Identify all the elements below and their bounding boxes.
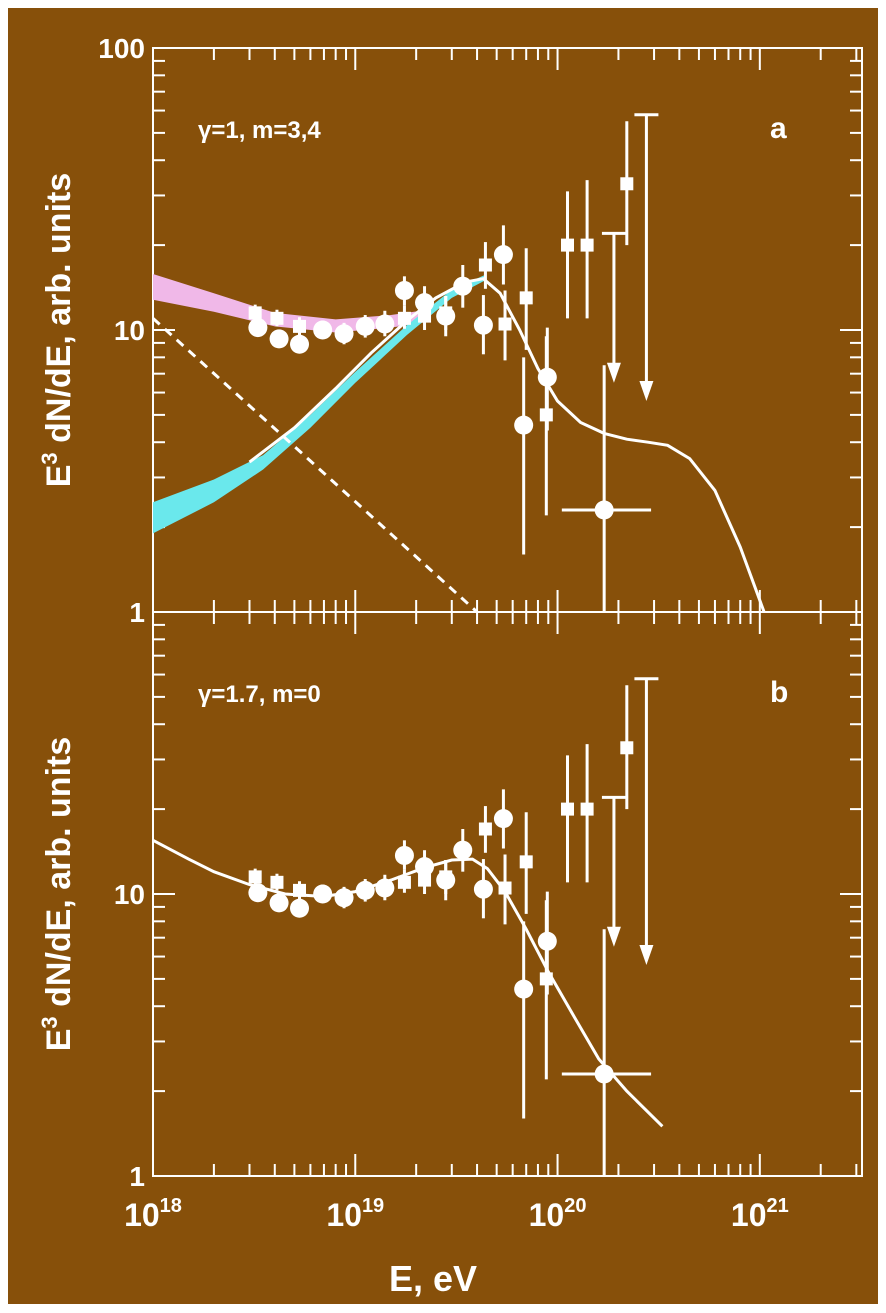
- cyan-band: [153, 274, 486, 534]
- square-point: [498, 317, 512, 331]
- square-point: [620, 741, 634, 755]
- square-point: [248, 306, 262, 320]
- x-tick-label: 1019: [326, 1195, 384, 1233]
- circle-point: [394, 281, 414, 301]
- panel-letter-label: b: [770, 676, 788, 709]
- circle-point: [473, 315, 493, 335]
- square-point: [561, 802, 575, 816]
- circle-point: [334, 324, 354, 344]
- y-tick-label: 100: [98, 33, 145, 64]
- square-point: [270, 311, 284, 325]
- circle-point: [473, 879, 493, 899]
- panel-letter-label: a: [770, 112, 787, 145]
- plot-area-b: [153, 677, 664, 1176]
- square-point: [580, 802, 594, 816]
- square-point: [519, 855, 533, 869]
- square-point: [248, 870, 262, 884]
- circle-point: [594, 1064, 614, 1084]
- square-point: [478, 258, 492, 272]
- arrow-head: [606, 926, 621, 947]
- dashed-fit-line: [153, 317, 479, 612]
- square-point: [397, 875, 411, 889]
- x-tick-label: 1018: [124, 1195, 182, 1233]
- panel-params-label: γ=1, m=3,4: [198, 117, 321, 144]
- circle-point: [493, 245, 513, 265]
- model-curve: [153, 838, 664, 1128]
- circle-point: [248, 883, 268, 903]
- plot-area-a: [153, 113, 766, 612]
- square-point: [519, 291, 533, 305]
- circle-point: [269, 329, 289, 349]
- square-point: [620, 177, 634, 191]
- y-tick-label: 1: [129, 597, 145, 628]
- square-point: [478, 822, 492, 836]
- y-axis-title: E3 dN/dE, arb. units: [37, 173, 78, 488]
- y-tick-label: 10: [114, 315, 145, 346]
- x-tick-label: 1020: [529, 1195, 587, 1233]
- square-point: [439, 306, 453, 320]
- panel-params-label: γ=1.7, m=0: [198, 681, 321, 708]
- panel-b: 1 10 E3 dN/dE, arb. units γ=1.7, m=0 b: [37, 611, 863, 1192]
- circle-point: [375, 314, 395, 334]
- square-point: [293, 883, 307, 897]
- circle-point: [453, 276, 473, 296]
- square-point: [293, 319, 307, 333]
- circle-point: [313, 320, 333, 340]
- square-point: [418, 309, 432, 323]
- circle-point: [355, 316, 375, 336]
- square-point: [498, 881, 512, 895]
- circle-point: [375, 878, 395, 898]
- circle-point: [334, 888, 354, 908]
- square-point: [539, 408, 553, 422]
- circle-point: [394, 845, 414, 865]
- y-axis-title: E3 dN/dE, arb. units: [37, 737, 78, 1052]
- square-point: [561, 238, 575, 252]
- figure: 1 10 100 E3 dN/dE, arb. units γ=1, m=3,4 a 1 10…: [8, 8, 878, 1304]
- y-tick-label: 10: [114, 879, 145, 910]
- square-point: [270, 875, 284, 889]
- circle-point: [269, 893, 289, 913]
- square-point: [539, 972, 553, 986]
- square-point: [580, 238, 594, 252]
- circle-point: [248, 318, 268, 338]
- square-point: [439, 870, 453, 884]
- circle-point: [355, 880, 375, 900]
- circle-point: [514, 979, 534, 999]
- pink-band: [153, 274, 429, 333]
- circle-point: [514, 415, 534, 435]
- circle-point: [594, 500, 614, 520]
- panel-a: 1 10 100 E3 dN/dE, arb. units γ=1, m=3,4 a: [37, 33, 863, 628]
- x-tick-label: 1021: [731, 1195, 789, 1233]
- circle-point: [313, 884, 333, 904]
- circle-point: [453, 840, 473, 860]
- arrow-head: [606, 362, 621, 383]
- model-curve: [248, 277, 766, 612]
- arrow-head: [639, 381, 654, 402]
- square-point: [397, 311, 411, 325]
- y-tick-label: 1: [129, 1161, 145, 1192]
- circle-point: [493, 809, 513, 829]
- x-axis-title: E, eV: [389, 1258, 477, 1299]
- circle-point: [290, 334, 310, 354]
- square-point: [418, 873, 432, 887]
- arrow-head: [639, 945, 654, 966]
- circle-point: [290, 898, 310, 918]
